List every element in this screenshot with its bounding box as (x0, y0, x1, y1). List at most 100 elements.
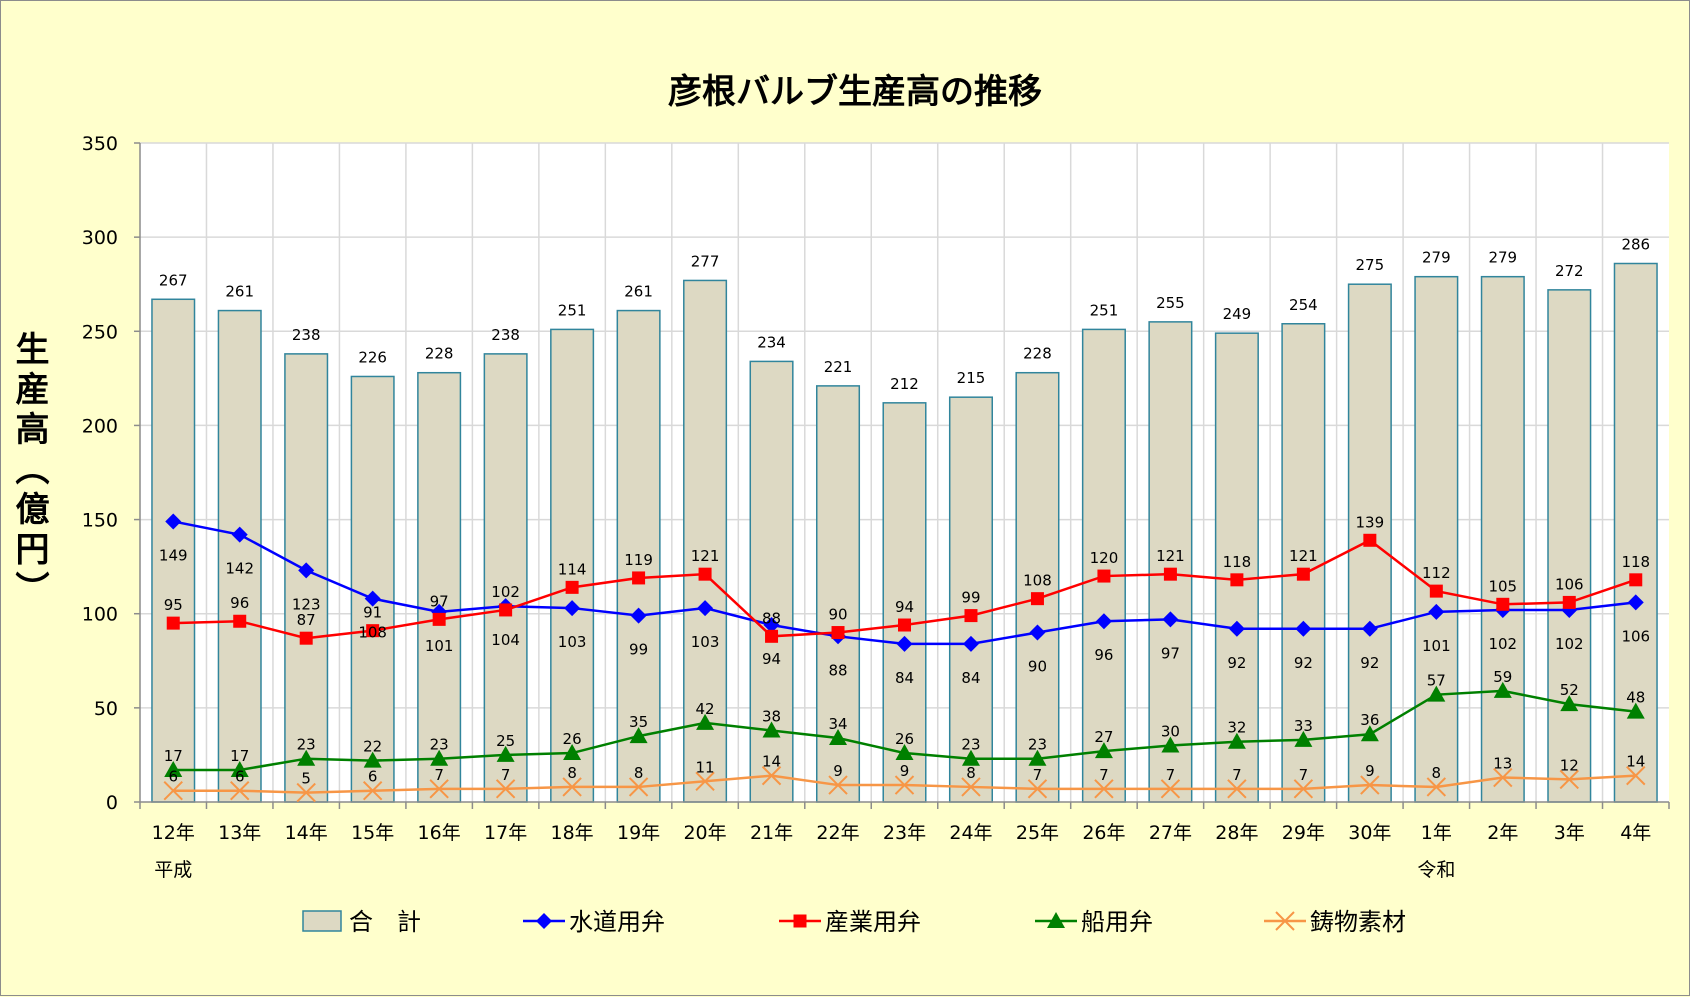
marker-diamond (1095, 613, 1112, 630)
marker-x (1626, 765, 1646, 786)
x-tick-label: 28年 (1215, 822, 1258, 844)
line-data-label: 101 (1422, 637, 1451, 655)
line-data-label: 149 (159, 546, 188, 564)
line-data-label: 25 (496, 732, 515, 750)
line-data-label: 17 (164, 747, 183, 765)
bar-total (1214, 332, 1259, 803)
x-tick-label: 29年 (1282, 822, 1325, 844)
chart-title: 彦根バルブ生産高の推移 (668, 72, 1042, 112)
line-data-label: 14 (762, 753, 781, 771)
marker-diamond (896, 635, 913, 652)
bar-total (350, 375, 395, 803)
line-data-label: 119 (624, 551, 653, 569)
line-data-label: 92 (1227, 654, 1246, 672)
bars (151, 262, 1658, 803)
bar-total (217, 309, 262, 803)
bar-total (1480, 275, 1525, 803)
marker-x (1227, 779, 1247, 799)
marker-square (299, 631, 313, 645)
marker-x (1293, 779, 1314, 799)
line-data-label: 8 (1432, 764, 1442, 782)
bar-data-label: 275 (1356, 256, 1385, 274)
marker-square (1429, 584, 1443, 598)
bar-data-label: 267 (159, 271, 188, 289)
marker-triangle (1427, 685, 1446, 702)
line-data-label: 103 (558, 633, 587, 651)
line-data-label: 6 (168, 768, 178, 786)
marker-diamond (298, 562, 315, 579)
marker-diamond (364, 590, 381, 607)
line-data-label: 108 (1023, 572, 1052, 590)
marker-square (1030, 592, 1044, 606)
marker-x (828, 775, 848, 795)
line-data-label: 142 (225, 560, 254, 578)
line-data-label: 17 (230, 747, 249, 765)
bar-data-label: 261 (225, 283, 254, 301)
line-data-label: 96 (1094, 646, 1113, 664)
era-label: 令和 (1417, 859, 1455, 881)
line-data-label: 105 (1488, 577, 1517, 595)
line-data-label: 6 (235, 768, 245, 786)
bar-data-label: 254 (1289, 296, 1318, 314)
legend-marker-square (793, 914, 807, 928)
line-data-label: 7 (1232, 766, 1242, 784)
marker-triangle (1094, 742, 1113, 759)
marker-square (233, 614, 247, 628)
marker-diamond (1029, 624, 1046, 641)
line-data-label: 92 (1360, 654, 1379, 672)
line-data-label: 7 (501, 766, 511, 784)
line-data-label: 114 (558, 560, 587, 578)
marker-diamond (630, 607, 647, 624)
bar-total (948, 396, 994, 803)
x-tick-label: 21年 (750, 822, 793, 844)
axes (134, 142, 1670, 809)
marker-x (562, 777, 582, 797)
line-data-label: 38 (762, 707, 781, 725)
x-tick-label: 14年 (285, 822, 328, 844)
marker-x (230, 780, 250, 801)
line-data-label: 7 (1099, 766, 1109, 784)
bar-total (417, 371, 462, 803)
marker-square (831, 626, 845, 640)
marker-triangle (1028, 749, 1047, 766)
marker-square (765, 629, 779, 643)
marker-square (1230, 573, 1244, 587)
line-data-label: 35 (629, 713, 648, 731)
bar-data-label: 255 (1156, 294, 1185, 312)
line-data-label: 87 (297, 611, 316, 629)
x-tick-label: 27年 (1149, 822, 1192, 844)
marker-triangle (629, 727, 648, 744)
x-tick-label: 17年 (484, 822, 527, 844)
x-tick-label: 15年 (351, 822, 394, 844)
bar-total (151, 298, 196, 803)
x-tick-label: 23年 (883, 822, 926, 844)
line-data-label: 84 (961, 669, 980, 687)
marker-triangle (1294, 730, 1313, 747)
line-data-label: 102 (491, 583, 520, 601)
marker-triangle (230, 760, 249, 777)
line-data-label: 34 (828, 715, 847, 733)
marker-triangle (164, 760, 183, 777)
marker-x (961, 777, 981, 797)
marker-triangle (829, 728, 848, 745)
line-data-label: 103 (691, 633, 720, 651)
line-data-label: 118 (1223, 553, 1252, 571)
line-data-label: 59 (1493, 668, 1512, 686)
legend-label: 合 計 (349, 908, 421, 936)
line-data-label: 7 (1033, 766, 1043, 784)
bar-total (483, 353, 528, 803)
line-data-label: 108 (358, 624, 387, 642)
marker-square (1496, 597, 1510, 611)
bar-data-label: 234 (757, 333, 786, 351)
line-data-label: 121 (1289, 547, 1318, 565)
line-data-label: 90 (828, 606, 847, 624)
line-data-label: 139 (1356, 513, 1385, 531)
bar-data-label: 272 (1555, 262, 1584, 280)
marker-triangle (762, 721, 781, 738)
line-data-label: 9 (900, 762, 910, 780)
line-data-label: 84 (895, 669, 914, 687)
line-data-label: 101 (425, 637, 454, 655)
